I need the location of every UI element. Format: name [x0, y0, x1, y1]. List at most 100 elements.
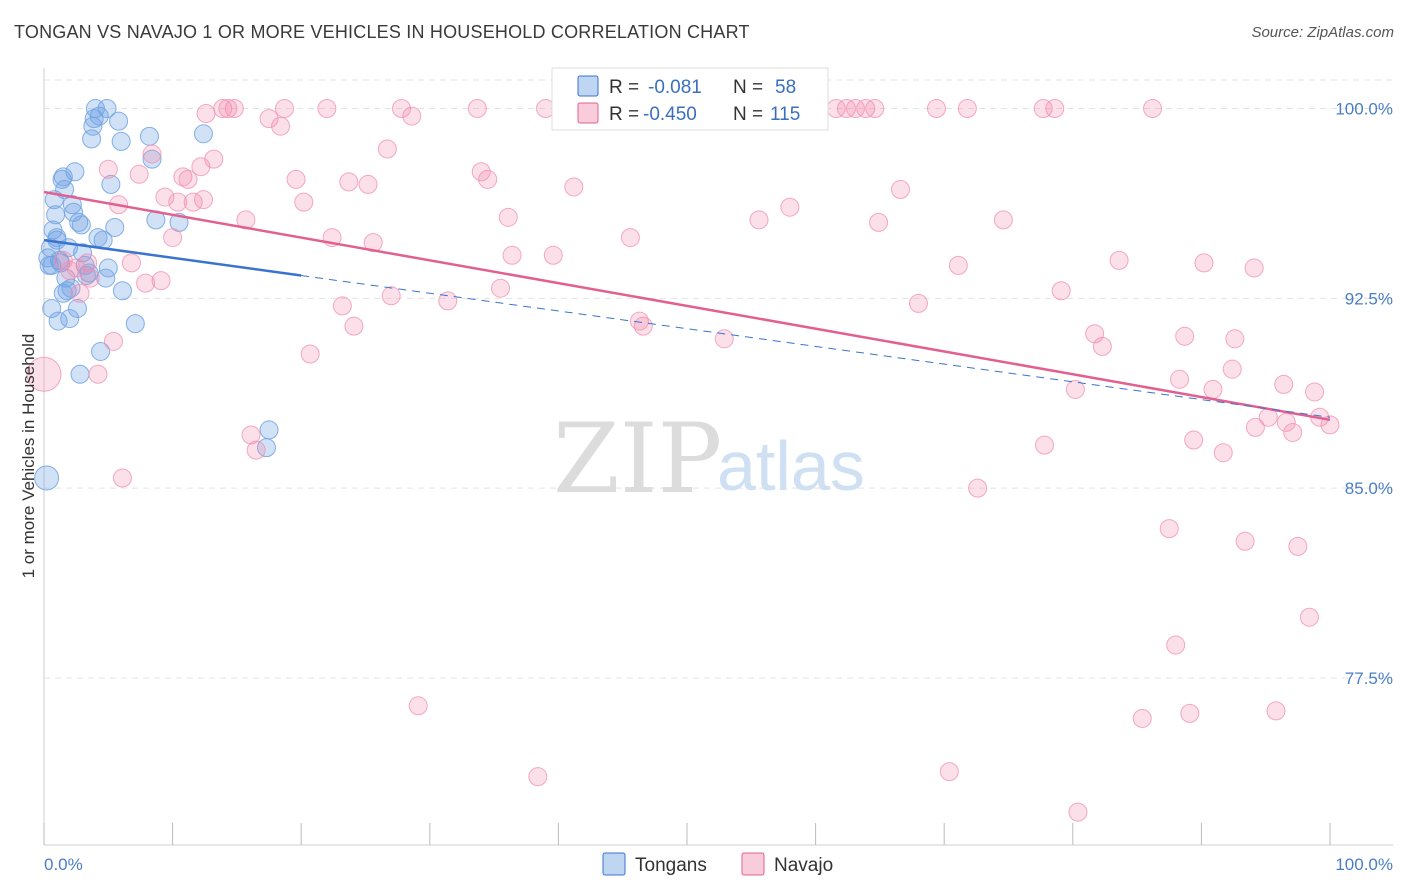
- tongans-point-53: [89, 106, 109, 126]
- chart-title: TONGAN VS NAVAJO 1 OR MORE VEHICLES IN H…: [14, 22, 750, 42]
- navajo-point-46: [377, 139, 397, 159]
- navajo-point-111: [1244, 258, 1264, 278]
- bottom-legend-navajo: Navajo: [774, 855, 833, 876]
- grid-lines: [44, 79, 1393, 679]
- legend-n-value-navajo: 115: [770, 104, 800, 125]
- navajo-point-60: [543, 245, 563, 265]
- navajo-point-104: [1184, 430, 1204, 450]
- navajo-point-26: [204, 149, 224, 169]
- navajo-point-16: [151, 271, 171, 291]
- source-credit: Source: ZipAtlas.com: [1251, 24, 1394, 41]
- tongans-point-35: [101, 174, 121, 194]
- bottom-legend-swatch-tongans: [602, 852, 626, 876]
- navajo-point-78: [865, 98, 885, 118]
- x-tick-labels: 0.0% 100.0%: [44, 855, 1393, 874]
- tongans-point-51: [42, 255, 62, 275]
- tongans-point-56: [71, 215, 91, 235]
- navajo-point-33: [259, 109, 279, 129]
- legend-n-label-navajo: N =: [733, 104, 763, 125]
- navajo-point-14: [136, 273, 156, 293]
- navajo-point-35: [274, 98, 294, 118]
- navajo-point-90: [1045, 98, 1065, 118]
- navajo-point-105: [1194, 253, 1214, 273]
- y-tick-label-2: 85.0%: [1345, 479, 1393, 498]
- navajo-point-41: [332, 296, 352, 316]
- navajo-point-36: [286, 169, 306, 189]
- navajo-point-97: [1132, 708, 1152, 728]
- navajo-point-87: [993, 210, 1013, 230]
- watermark-zip: ZIP: [553, 403, 722, 515]
- tongans-point-8: [48, 311, 68, 331]
- tongans-point-28: [84, 109, 104, 129]
- navajo-point-67: [633, 316, 653, 336]
- navajo-point-28: [218, 98, 238, 118]
- tongans-point-37: [109, 111, 129, 131]
- tongans-point-55: [53, 283, 73, 303]
- navajo-point-89: [1035, 435, 1055, 455]
- navajo-point-92: [1065, 379, 1085, 399]
- navajo-point-54: [478, 169, 498, 189]
- legend-n-value-tongans: 58: [775, 77, 796, 98]
- axes: [43, 68, 1393, 846]
- navajo-point-42: [339, 172, 359, 192]
- tongans-point-42: [142, 149, 162, 169]
- navajo-point-65: [620, 228, 640, 248]
- tongans-point-54: [97, 98, 117, 118]
- navajo-point-118: [1288, 536, 1308, 556]
- navajo-point-108: [1222, 359, 1242, 379]
- navajo-point-52: [467, 98, 487, 118]
- navajo-point-70: [714, 329, 734, 349]
- navajo-point-95: [1092, 336, 1112, 356]
- legend-r-value-navajo: -0.450: [643, 104, 697, 125]
- navajo-point-100: [1166, 635, 1186, 655]
- navajo-point-45: [363, 233, 383, 253]
- tongans-point-34: [98, 258, 118, 278]
- watermark: ZIP atlas: [553, 403, 865, 515]
- navajo-point-86: [968, 478, 988, 498]
- navajo-point-98: [1143, 98, 1163, 118]
- navajo-point-29: [224, 98, 244, 118]
- navajo-point-116: [1276, 412, 1296, 432]
- navajo-point-55: [491, 278, 511, 298]
- tongans-point-16: [60, 309, 80, 329]
- navajo-point-53: [471, 162, 491, 182]
- tongans-point-3: [42, 298, 62, 318]
- navajo-point-39: [317, 98, 337, 118]
- tongans-point-48: [34, 465, 60, 491]
- navajo-point-21: [178, 169, 198, 189]
- navajo-point-34: [271, 116, 291, 136]
- navajo-point-83: [939, 762, 959, 782]
- navajo-point-51: [438, 291, 458, 311]
- navajo-point-5: [78, 253, 98, 273]
- navajo-point-56: [498, 207, 518, 227]
- navajo-point-103: [1180, 703, 1200, 723]
- x-tick-label-max: 100.0%: [1335, 855, 1393, 874]
- navajo-point-49: [402, 106, 422, 126]
- navajo-point-20: [173, 167, 193, 187]
- tongans-trend-line: [43, 238, 302, 277]
- navajo-point-15: [142, 144, 162, 164]
- navajo-point-85: [957, 98, 977, 118]
- legend-r-label-tongans: R =: [609, 77, 639, 98]
- navajo-point-88: [1033, 98, 1053, 118]
- y-tick-labels: 100.0% 92.5% 85.0% 77.5%: [1335, 99, 1393, 687]
- navajo-point-66: [629, 311, 649, 331]
- navajo-point-107: [1213, 443, 1233, 463]
- navajo-point-19: [168, 192, 188, 212]
- tongans-point-41: [139, 126, 159, 146]
- navajo-point-81: [908, 293, 928, 313]
- tongans-point-20: [67, 298, 87, 318]
- navajo-trend-line: [43, 190, 1331, 422]
- navajo-point-93: [1068, 802, 1088, 822]
- navajo-point-91: [1051, 281, 1071, 301]
- navajo-point-71: [749, 210, 769, 230]
- legend-r-value-tongans: -0.081: [648, 77, 702, 98]
- navajo-point-25: [196, 104, 216, 124]
- navajo-point-110: [1235, 531, 1255, 551]
- navajo-point-31: [241, 425, 261, 445]
- legend-r-label-navajo: R =: [609, 104, 639, 125]
- navajo-point-13: [129, 164, 149, 184]
- navajo-point-122: [1320, 415, 1340, 435]
- correlation-legend: R = -0.081 N = 58 R = -0.450 N = 115: [551, 67, 829, 131]
- tongans-point-31: [91, 341, 111, 361]
